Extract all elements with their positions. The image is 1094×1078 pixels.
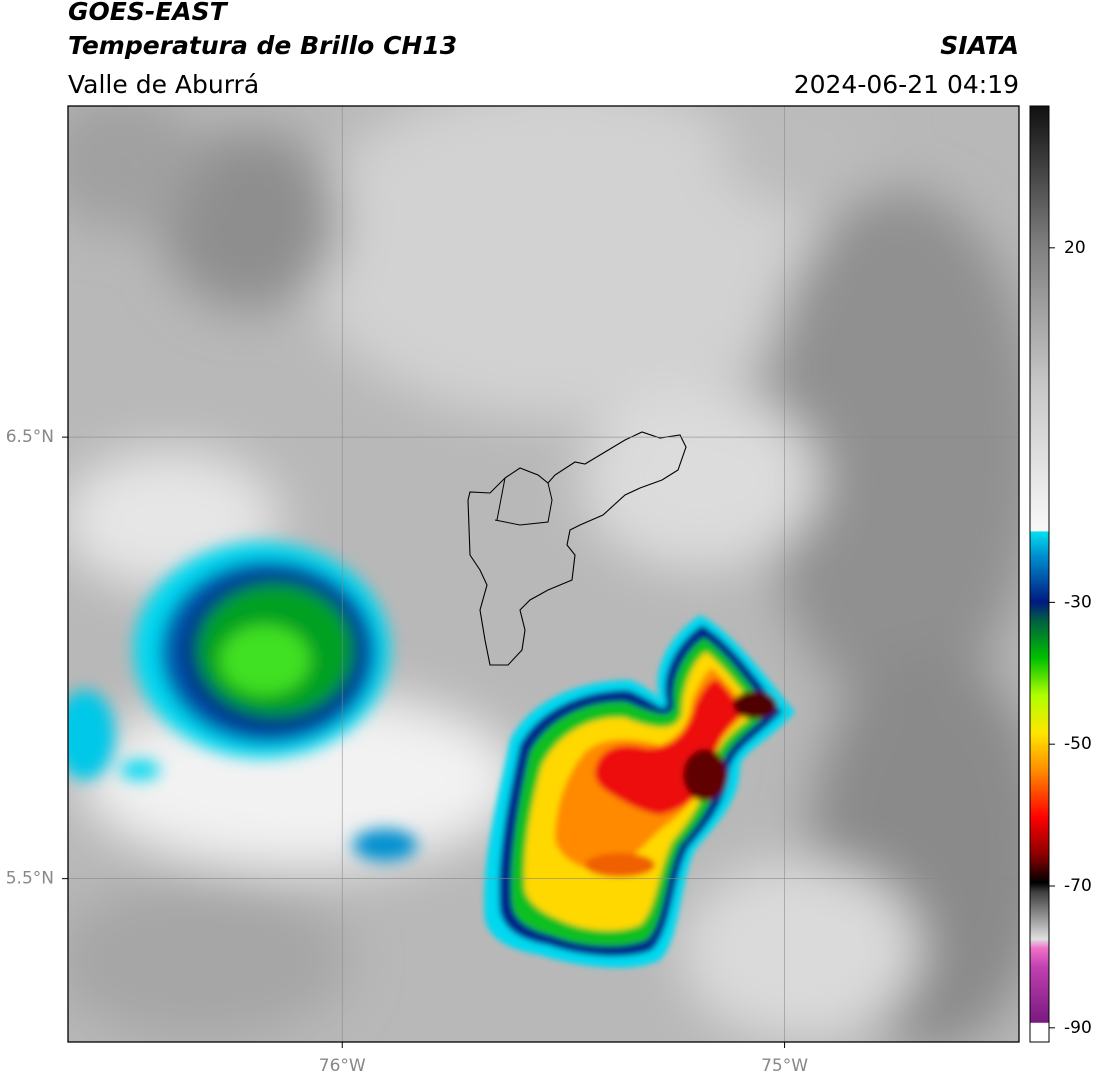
colorbar-tick-label: -50 [1064, 734, 1092, 754]
datetime: 2024-06-21 04:19 [794, 70, 1019, 99]
region: Valle de Aburrá [68, 70, 259, 99]
municipal-boundaries [467, 431, 687, 666]
lon-label: 75°W [761, 1056, 808, 1076]
colorbar-tick-label: -30 [1064, 592, 1092, 612]
lon-label: 76°W [319, 1056, 366, 1076]
colorbar-tick-label: 20 [1064, 238, 1086, 258]
map-frame [67, 105, 1020, 1043]
lat-label: 6.5°N [6, 427, 54, 447]
colorbar-tick-label: -90 [1064, 1018, 1092, 1038]
colorbar [1029, 105, 1050, 1043]
lat-label: 5.5°N [6, 869, 54, 889]
source: SIATA [940, 31, 1019, 60]
colorbar-tick-label: -70 [1064, 876, 1092, 896]
title: GOES-EAST [68, 0, 229, 26]
satellite-image [68, 106, 1019, 1042]
subtitle: Temperatura de Brillo CH13 [68, 31, 457, 60]
